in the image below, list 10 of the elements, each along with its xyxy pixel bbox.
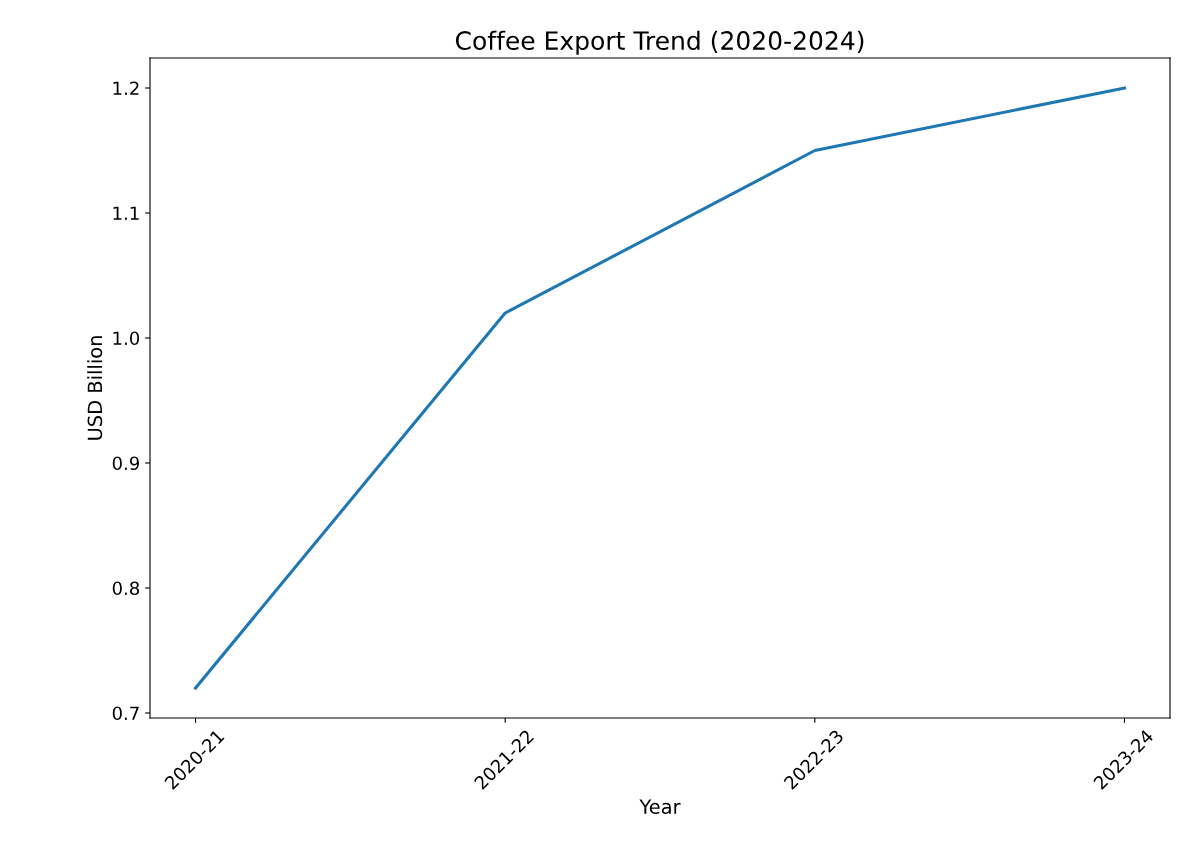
chart-title: Coffee Export Trend (2020-2024) bbox=[455, 30, 864, 55]
y-tick-label: 0.9 bbox=[112, 456, 140, 471]
line-series bbox=[193, 86, 1127, 690]
y-tick-label: 1.2 bbox=[113, 81, 139, 95]
y-tick-label: 0.7 bbox=[112, 706, 139, 721]
x-axis-title: Year bbox=[639, 799, 681, 815]
y-tick-label: 1.0 bbox=[113, 331, 140, 346]
y-tick-label: 0.8 bbox=[112, 581, 140, 596]
y-axis-title: USD Billion bbox=[87, 336, 103, 440]
y-tick-label: 1.1 bbox=[113, 206, 139, 220]
